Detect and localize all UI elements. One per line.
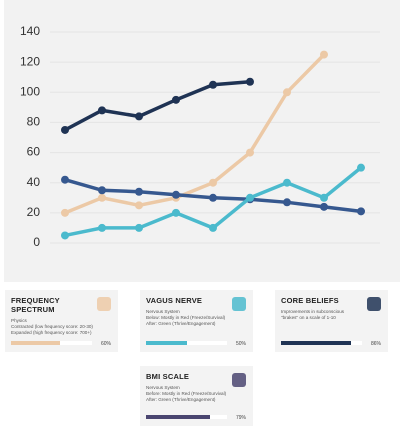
progress-track [146,415,227,419]
point [61,175,69,184]
progress-track [11,341,92,345]
series-line [64,53,326,215]
progress-bar [146,415,210,419]
card-text: Expanded (high frequency score: 700+) [11,330,92,335]
series-line [64,79,251,132]
point [61,125,69,134]
point [357,207,365,216]
card: VAGUS NERVE Nervous System Below: Mostly i… [140,290,253,352]
card-icon [367,297,381,311]
card-title: VAGUS NERVE [146,296,203,305]
card: FREQUENCY SPECTRUM Physics Contracted (low… [5,290,118,352]
point [61,208,69,217]
y-tick-label: 100 [20,84,40,98]
card-text: Nervous System [146,385,180,390]
point [320,50,328,59]
y-tick-label: 40 [27,175,41,189]
progress-track [281,341,362,345]
point [135,223,143,232]
y-tick-label: 140 [20,24,40,38]
point [135,187,143,196]
card-text: Below: Mostly in Red (Freeze/Survival) [146,315,226,320]
card-icon [232,297,246,311]
point [98,193,106,202]
point [61,231,69,240]
point [98,186,106,195]
card-text: Before: Mostly in Red (Freeze/Survival) [146,391,227,396]
progress-label: 86% [370,341,381,347]
card: CORE BELIEFS Improvements in subconscious… [275,290,388,352]
card-icon [232,373,246,387]
chart: 0 20 40 60 80 100 120 140 [4,0,400,282]
card-text: Physics [11,318,27,323]
point [246,193,254,202]
card-text: Nervous System [146,309,180,314]
point [135,201,143,210]
card-title: FREQUENCY SPECTRUM [11,296,60,314]
point [320,202,328,211]
progress-label: 50% [235,341,246,347]
point [246,148,254,157]
chart-background [4,0,400,282]
point [209,178,217,187]
point [209,193,217,202]
y-tick-label: 20 [27,205,41,219]
card: BMI SCALE Nervous System Before: Mostly in… [140,366,253,426]
progress-label: 79% [235,415,246,421]
card-title: CORE BELIEFS [281,296,339,305]
card-text: Contracted (low frequency score: 20-30) [11,324,93,329]
point [98,223,106,232]
point [172,190,180,199]
point [98,106,106,115]
card-text: Improvements in subconscious [281,309,345,314]
point [283,198,291,207]
point [320,193,328,202]
point [283,178,291,187]
progress-bar [11,341,60,345]
progress-bar [281,341,351,345]
point [209,80,217,89]
progress-track [146,341,227,345]
card-icon [97,297,111,311]
point [209,223,217,232]
card-title: BMI SCALE [146,372,190,381]
point [283,88,291,97]
point [357,163,365,172]
y-tick-label: 60 [27,145,41,159]
y-tick-label: 120 [20,54,40,68]
point [172,208,180,217]
card-text: "brakes" on a scale of 1-10 [281,315,336,320]
point [172,95,180,104]
card-text: After: Green (Thrive/Engagement) [146,321,216,326]
progress-label: 60% [100,341,111,347]
progress-bar [146,341,187,345]
point [135,112,143,121]
y-tick-label: 80 [27,115,41,129]
y-tick-label: 0 [33,235,40,249]
card-text: After: Green (Thrive/Engagement) [146,397,216,402]
point [246,77,254,86]
